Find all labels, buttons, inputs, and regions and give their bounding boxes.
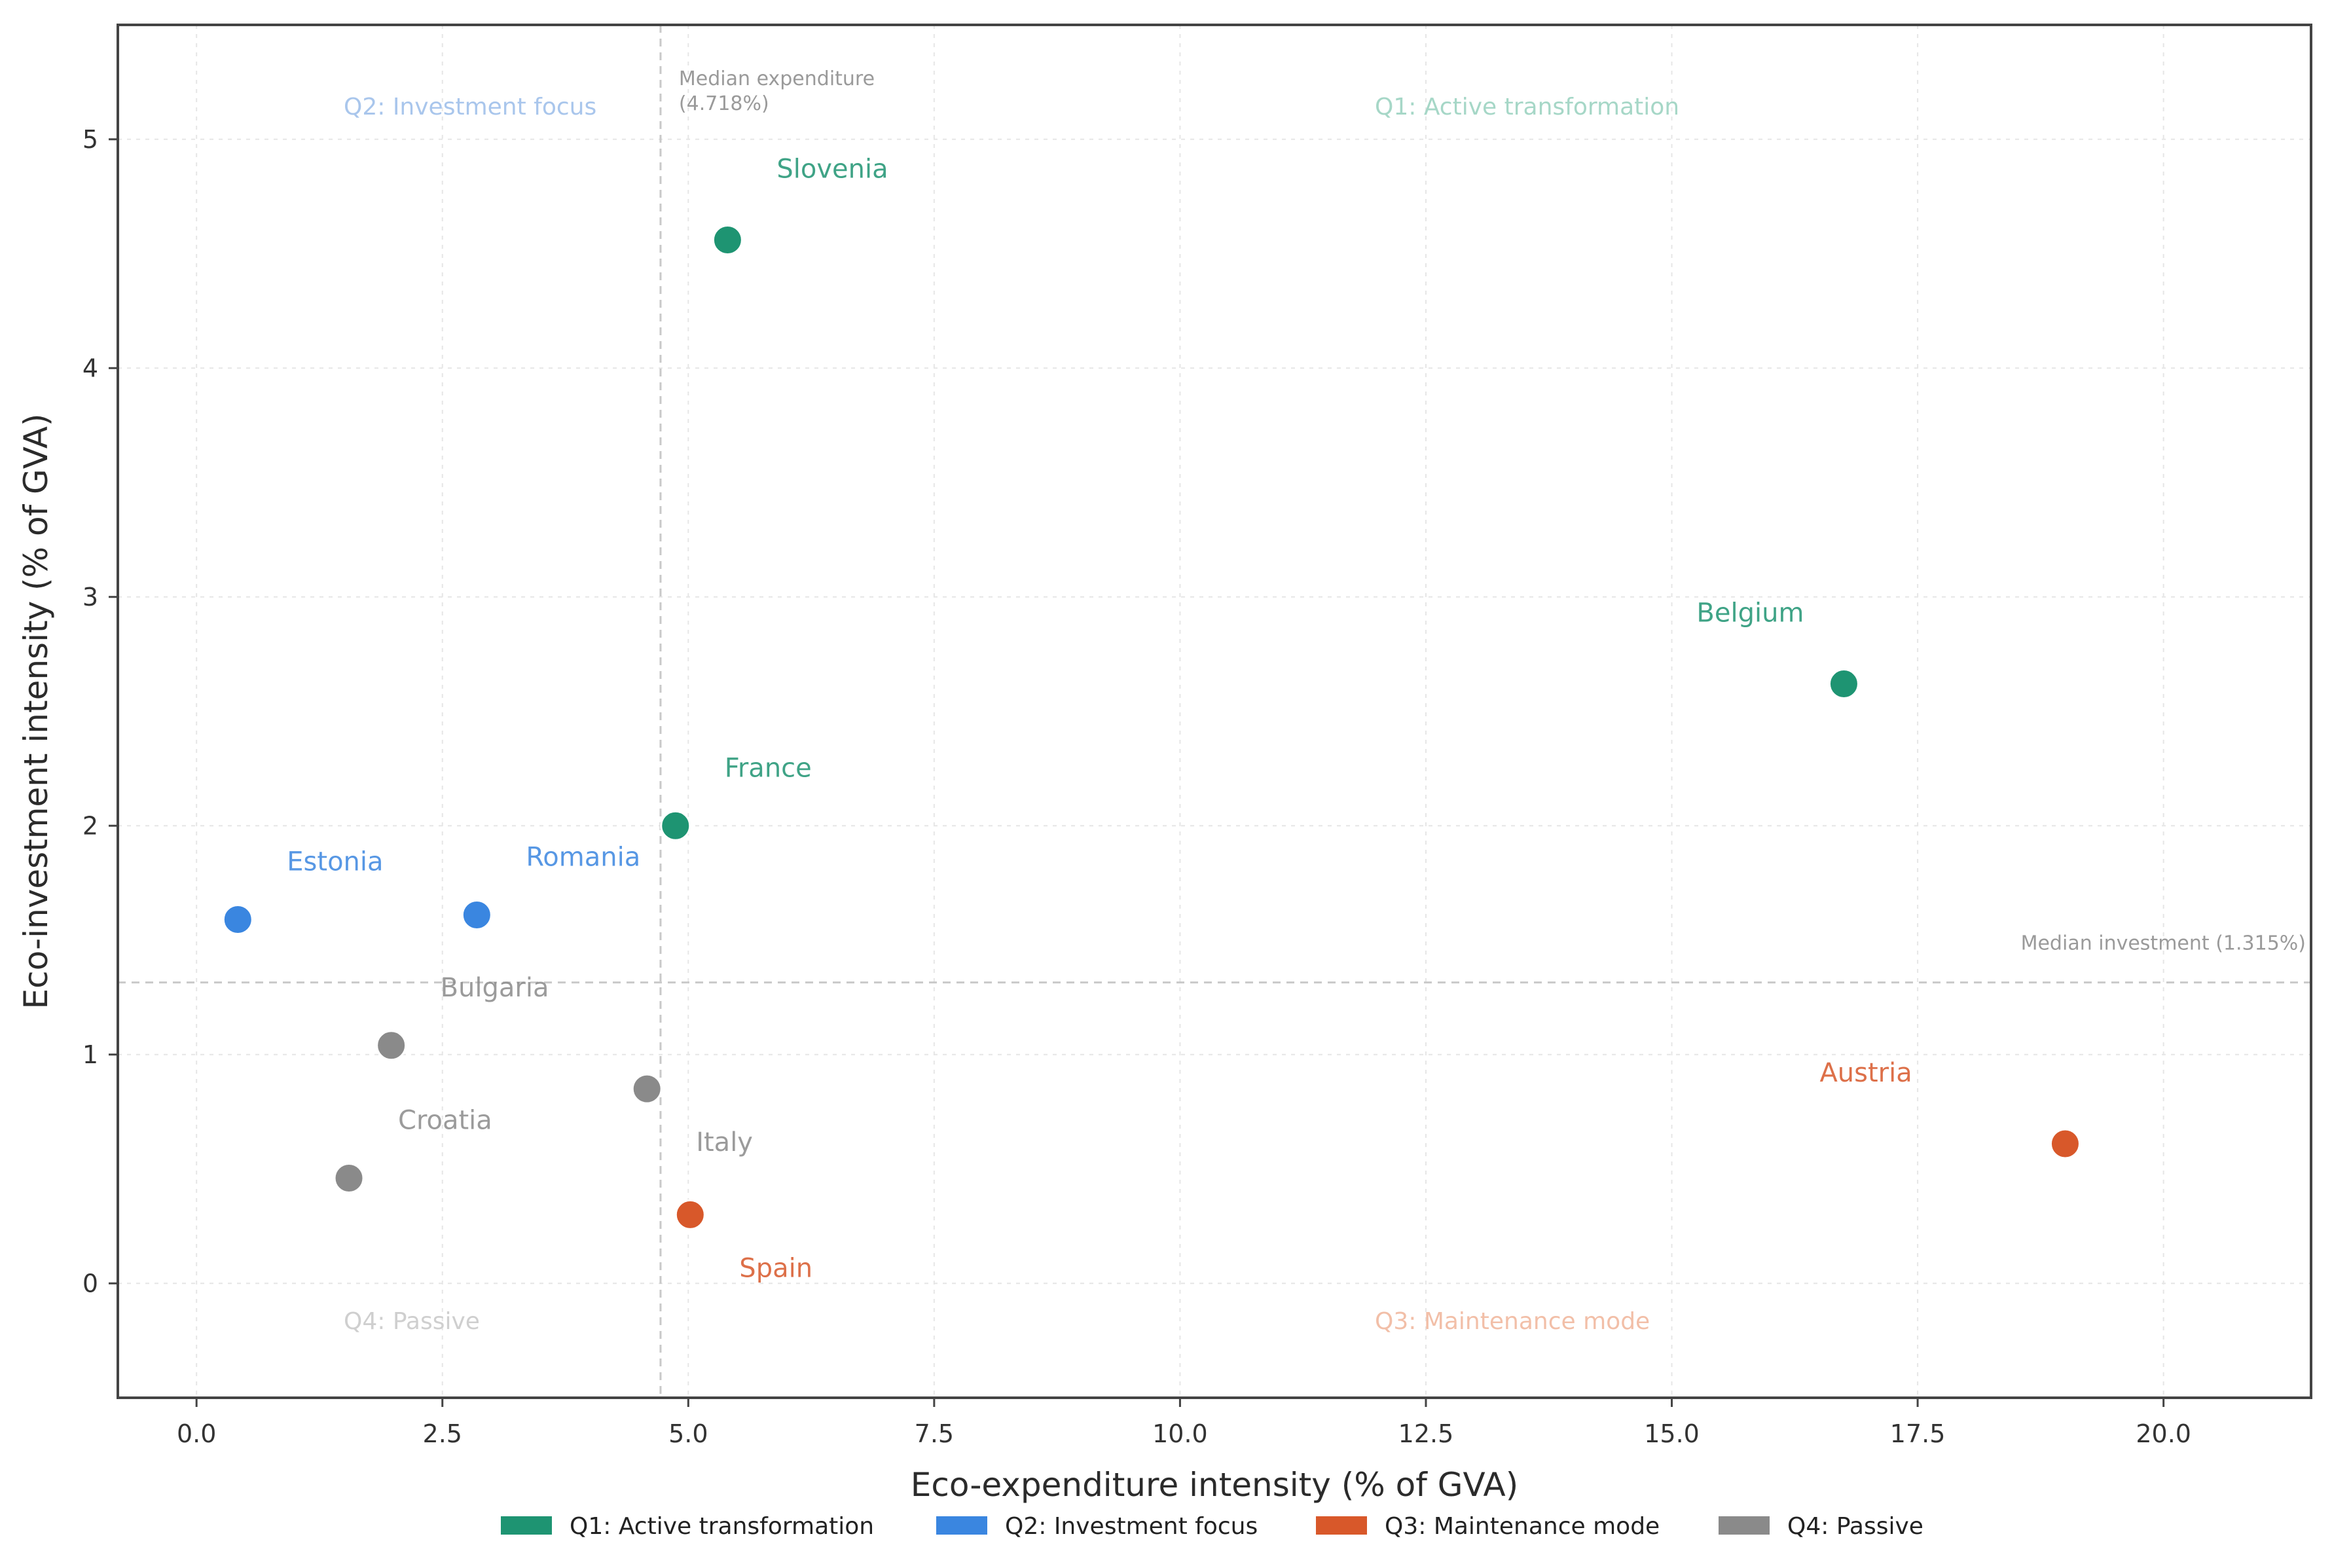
x-tick-label: 5.0 xyxy=(668,1419,708,1448)
point-label-italy: Italy xyxy=(696,1127,753,1158)
data-points xyxy=(222,225,2081,1230)
quadrant-label-q2: Q2: Investment focus xyxy=(344,94,596,120)
point-belgium xyxy=(1828,668,1859,700)
point-italy xyxy=(631,1073,663,1104)
legend-swatch xyxy=(501,1516,552,1535)
x-tick-label: 0.0 xyxy=(177,1419,216,1448)
x-tick-label: 12.5 xyxy=(1398,1419,1454,1448)
median-expenditure-value: (4.718%) xyxy=(679,92,769,115)
y-axis-title: Eco-investment intensity (% of GVA) xyxy=(17,413,55,1009)
point-austria xyxy=(2049,1128,2081,1159)
quadrant-label-q1: Q1: Active transformation xyxy=(1375,94,1679,120)
point-label-bulgaria: Bulgaria xyxy=(441,973,549,1003)
point-label-estonia: Estonia xyxy=(287,847,383,877)
median-lines: Median expenditure(4.718%) Median investm… xyxy=(118,25,2311,1398)
point-bulgaria xyxy=(376,1030,407,1061)
x-tick-label: 20.0 xyxy=(2136,1419,2191,1448)
grid xyxy=(118,25,2311,1398)
y-tick-label: 1 xyxy=(82,1040,98,1069)
point-label-croatia: Croatia xyxy=(398,1105,492,1135)
quadrant-labels: Q2: Investment focus Q1: Active transform… xyxy=(344,94,1679,1335)
point-romania xyxy=(461,900,492,931)
point-france xyxy=(660,810,691,841)
x-tick-label: 17.5 xyxy=(1890,1419,1946,1448)
legend-swatch xyxy=(1719,1516,1770,1535)
legend-label: Q4: Passive xyxy=(1787,1513,1923,1540)
x-tick-label: 2.5 xyxy=(423,1419,462,1448)
y-tick-label: 4 xyxy=(82,354,98,382)
quadrant-label-q3: Q3: Maintenance mode xyxy=(1375,1308,1650,1335)
x-axis-title: Eco-expenditure intensity (% of GVA) xyxy=(911,1466,1518,1504)
point-label-belgium: Belgium xyxy=(1696,598,1804,629)
median-investment-label: Median investment (1.315%) xyxy=(2021,932,2306,955)
point-estonia xyxy=(222,904,253,936)
y-tick-label: 3 xyxy=(82,583,98,611)
point-label-spain: Spain xyxy=(739,1253,812,1283)
point-labels: Slovenia Belgium France Estonia Romania Austr… xyxy=(287,155,1912,1284)
point-spain xyxy=(674,1199,706,1230)
legend-swatch xyxy=(1316,1516,1367,1535)
legend-swatch xyxy=(936,1516,987,1535)
x-tick-label: 7.5 xyxy=(915,1419,954,1448)
y-tick-label: 0 xyxy=(82,1269,98,1298)
point-croatia xyxy=(333,1162,365,1194)
x-tick-label: 15.0 xyxy=(1644,1419,1700,1448)
legend: Q1: Active transformation Q2: Investment … xyxy=(501,1513,1923,1540)
plot-frame xyxy=(117,24,2312,1399)
legend-label: Q3: Maintenance mode xyxy=(1385,1513,1660,1540)
quadrant-label-q4: Q4: Passive xyxy=(344,1308,480,1335)
y-tick-label: 5 xyxy=(82,125,98,154)
y-tick-label: 2 xyxy=(82,811,98,840)
legend-label: Q1: Active transformation xyxy=(570,1513,874,1540)
median-expenditure-label: Median expenditure xyxy=(679,67,875,90)
point-label-slovenia: Slovenia xyxy=(776,155,888,185)
point-label-austria: Austria xyxy=(1819,1058,1912,1088)
point-label-romania: Romania xyxy=(526,843,640,873)
axis-ticks: 0.0 2.5 5.0 7.5 10.0 12.5 15.0 17.5 20.0 0 1 2 3 4 5 xyxy=(82,125,2191,1448)
legend-label: Q2: Investment focus xyxy=(1005,1513,1258,1540)
point-slovenia xyxy=(712,225,743,256)
x-tick-label: 10.0 xyxy=(1152,1419,1208,1448)
point-label-france: France xyxy=(725,753,812,783)
